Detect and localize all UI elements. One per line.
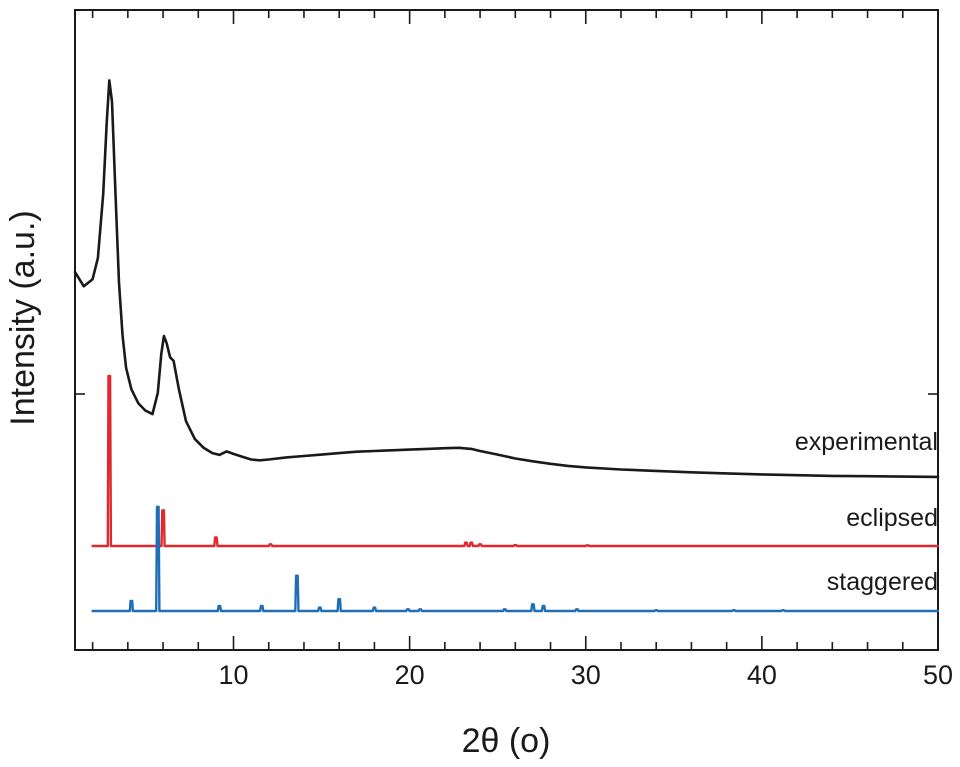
series-label-staggered: staggered — [827, 568, 938, 596]
x-axis-label: 2θ (o) — [462, 722, 551, 760]
series-line-staggered — [91, 505, 940, 613]
x-tick-label: 40 — [747, 660, 777, 690]
x-tick-label: 30 — [571, 660, 601, 690]
x-axis-tick-labels: 10 20 30 40 50 — [218, 660, 953, 690]
x-tick-label: 20 — [395, 660, 425, 690]
x-tick-label: 10 — [218, 660, 248, 690]
traces — [73, 79, 940, 613]
series-label-experimental: experimental — [795, 428, 938, 456]
series-line-experimental — [73, 79, 940, 479]
y-axis-label: Intensity (a.u.) — [4, 210, 42, 425]
series-label-eclipsed: eclipsed — [846, 504, 938, 532]
series-line-eclipsed — [91, 374, 940, 548]
plot-frame — [74, 9, 939, 651]
x-axis-ticks — [91, 10, 939, 650]
x-tick-label: 50 — [923, 660, 953, 690]
